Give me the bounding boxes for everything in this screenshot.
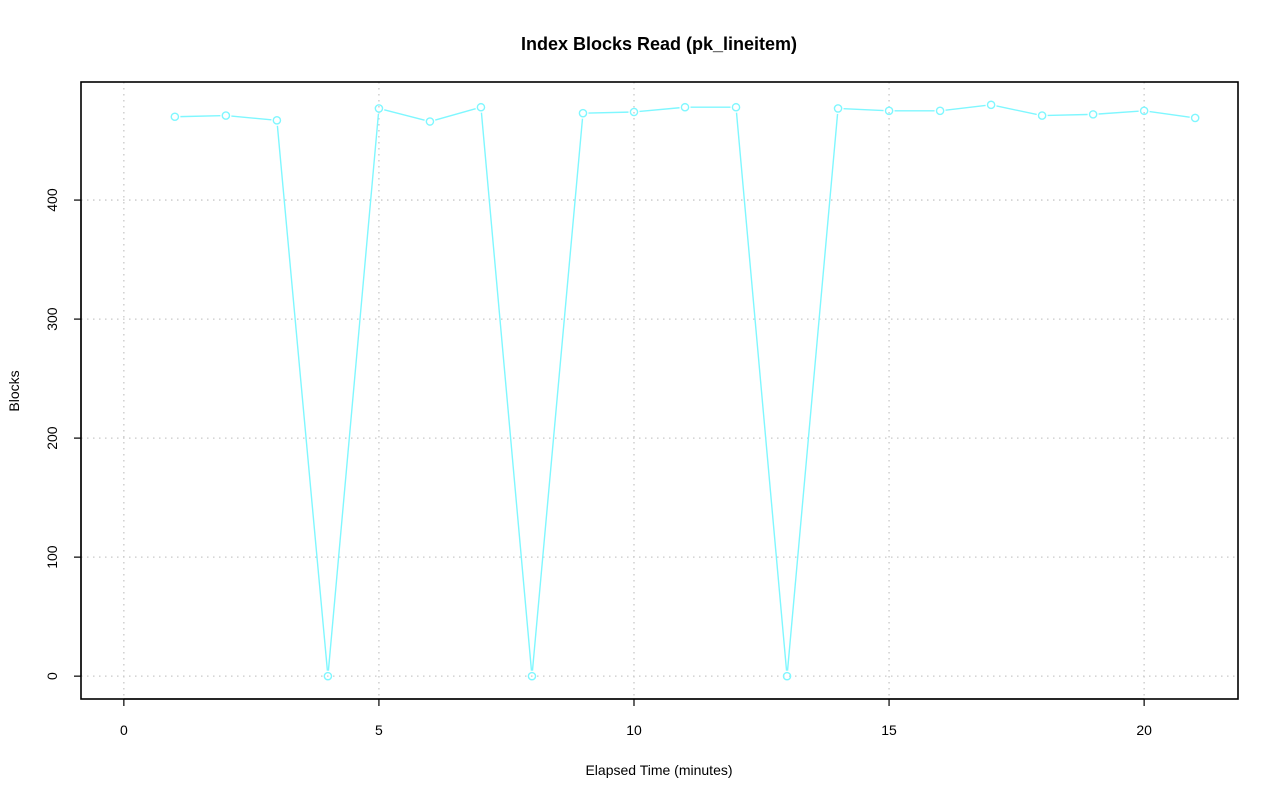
data-point	[374, 104, 384, 113]
data-point	[680, 102, 690, 112]
x-axis: 0 5 10 15 20	[120, 698, 1152, 738]
y-tick-label: 400	[44, 188, 60, 212]
data-point	[221, 111, 231, 120]
series-segment	[276, 125, 329, 671]
data-point	[527, 671, 537, 681]
series-segment	[231, 115, 272, 121]
series-segment	[1149, 110, 1190, 118]
data-point	[1088, 110, 1098, 119]
data-point	[935, 106, 945, 116]
series-segment	[786, 113, 839, 671]
plot-frame	[80, 81, 1239, 700]
series-segment	[1047, 113, 1088, 117]
data-point	[986, 100, 996, 110]
data-point	[425, 117, 435, 126]
data-point	[1190, 113, 1200, 123]
y-tick-label: 0	[44, 672, 60, 680]
series-segment	[384, 109, 425, 121]
y-axis: 0 100 200 300 400	[44, 188, 82, 680]
series-segment	[327, 113, 380, 671]
data-point	[170, 112, 180, 122]
series-segment	[180, 114, 221, 118]
data-point	[323, 671, 333, 681]
x-tick-label: 10	[626, 722, 642, 738]
y-tick-label: 300	[44, 307, 60, 331]
series-segment	[996, 105, 1037, 116]
data-point	[731, 102, 741, 112]
series-segment	[1098, 110, 1139, 115]
series-segment	[735, 112, 788, 671]
data-point	[1037, 111, 1047, 120]
series-segment	[480, 112, 533, 671]
data-point	[1139, 106, 1149, 116]
y-axis-label: Blocks	[6, 370, 22, 411]
series-segment	[945, 104, 986, 111]
data-point	[629, 107, 639, 117]
x-gridlines	[123, 82, 1145, 699]
x-tick-label: 20	[1136, 722, 1152, 738]
data-point	[272, 116, 282, 125]
data-point	[782, 671, 792, 681]
x-axis-label: Elapsed Time (minutes)	[585, 762, 732, 778]
chart-title: Index Blocks Read (pk_lineitem)	[521, 34, 797, 54]
series-segment	[531, 118, 584, 671]
y-tick-label: 100	[44, 545, 60, 569]
data-point	[884, 106, 894, 116]
series-layer	[170, 100, 1200, 681]
series-segment	[588, 111, 629, 114]
x-tick-label: 15	[881, 722, 897, 738]
data-point	[578, 108, 588, 118]
series-segment	[639, 107, 680, 113]
y-tick-label: 200	[44, 426, 60, 450]
series-segment	[435, 108, 476, 121]
data-point	[833, 104, 843, 113]
data-point	[476, 102, 486, 112]
x-tick-label: 0	[120, 722, 128, 738]
series-segment	[843, 107, 884, 112]
series	[170, 100, 1200, 681]
x-tick-label: 5	[375, 722, 383, 738]
y-gridlines	[81, 199, 1238, 677]
